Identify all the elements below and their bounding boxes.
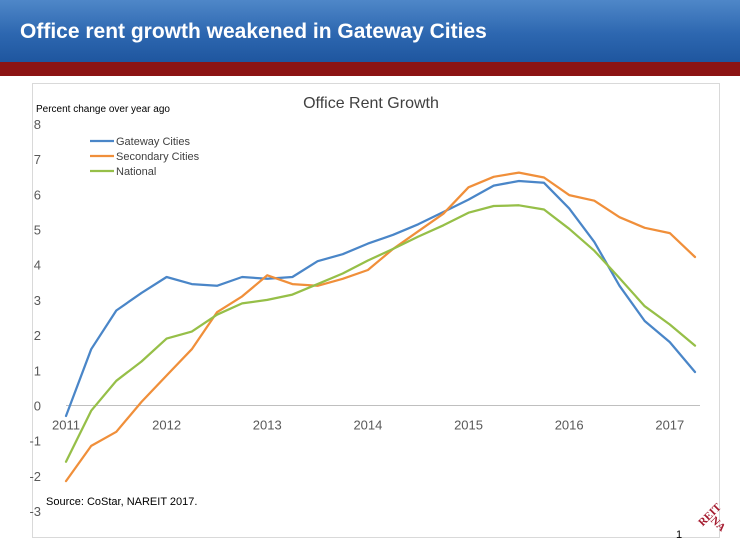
slide-title: Office rent growth weakened in Gateway C… [20,20,487,43]
x-tick-label: 2012 [152,417,181,432]
y-tick-label: 2 [34,328,41,343]
chart-frame [32,83,720,538]
x-tick-label: 2013 [253,417,282,432]
x-tick-label: 2017 [655,417,684,432]
legend-label-secondary-cities: Secondary Cities [116,151,200,163]
series-line-national [64,204,697,463]
source-note: Source: CoStar, NAREIT 2017. [46,496,197,508]
y-tick-label: 6 [34,187,41,202]
chart-title: Office Rent Growth [303,95,439,112]
nareit-logo: REIT NA [696,501,727,534]
y-tick-label: 0 [34,398,41,413]
x-tick-label: 2011 [52,417,80,432]
page-number: 1 [676,529,683,541]
y-tick-label: 4 [34,258,41,273]
x-tick-label: 2015 [454,417,483,432]
y-tick-label: -3 [29,504,41,519]
series-line-secondary-cities [64,171,697,483]
x-tick-label: 2014 [353,417,382,432]
x-tick-label: 2016 [555,417,584,432]
y-tick-label: 3 [34,293,41,308]
y-tick-label: 1 [34,363,41,378]
legend-label-gateway-cities: Gateway Cities [116,136,190,148]
y-tick-label: -2 [29,469,41,484]
y-tick-label: 7 [34,152,41,167]
chart-legend: Gateway Cities Secondary Cities National [90,136,200,178]
header-divider [0,62,740,76]
series-line-gateway-cities [64,179,697,418]
y-tick-label: 5 [34,223,41,238]
legend-label-national: National [116,166,156,178]
y-tick-label: 8 [34,117,41,132]
slide-header: Office rent growth weakened in Gateway C… [0,0,740,62]
series-lines [64,171,697,483]
y-axis-label: Percent change over year ago [36,104,170,115]
x-axis-ticks: 2011 2012 2013 2014 2015 2016 2017 [52,417,684,432]
y-axis-ticks: 8 7 6 5 4 3 2 1 0 -1 -2 -3 [29,117,41,519]
y-tick-label: -1 [29,434,41,449]
